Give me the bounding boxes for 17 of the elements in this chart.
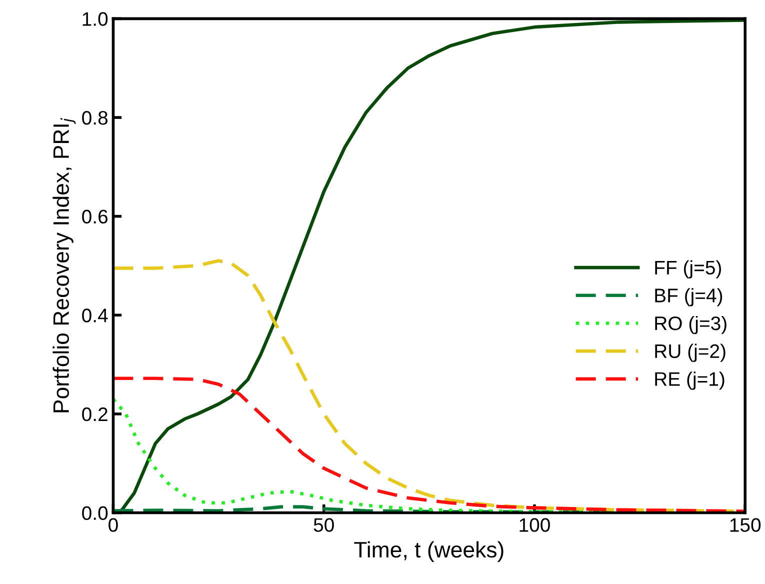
x-axis-title: Time, t (weeks) <box>354 541 504 562</box>
y-tick-label: 1.0 <box>82 12 108 26</box>
y-tick-label: 0.2 <box>82 407 108 422</box>
x-tick-label: 50 <box>314 518 334 532</box>
legend-label: FF (j=5) <box>655 260 721 278</box>
legend-label: BF (j=4) <box>655 288 722 306</box>
y-tick-label: 0.4 <box>82 308 108 322</box>
y-axis-title: Portfolio Recovery Index, PRI$_{j}$ <box>52 118 76 412</box>
legend-label: RO (j=3) <box>655 316 726 334</box>
x-tick-label: 100 <box>520 518 550 532</box>
x-tick-label: 0 <box>108 518 118 532</box>
legend-label: RU (j=2) <box>655 344 726 362</box>
legend-label: RE (j=1) <box>655 372 724 390</box>
x-tick-label: 150 <box>730 518 761 532</box>
y-tick-label: 0.8 <box>82 110 108 125</box>
y-tick-label: 0.0 <box>82 506 108 520</box>
y-tick-label: 0.6 <box>82 210 108 224</box>
